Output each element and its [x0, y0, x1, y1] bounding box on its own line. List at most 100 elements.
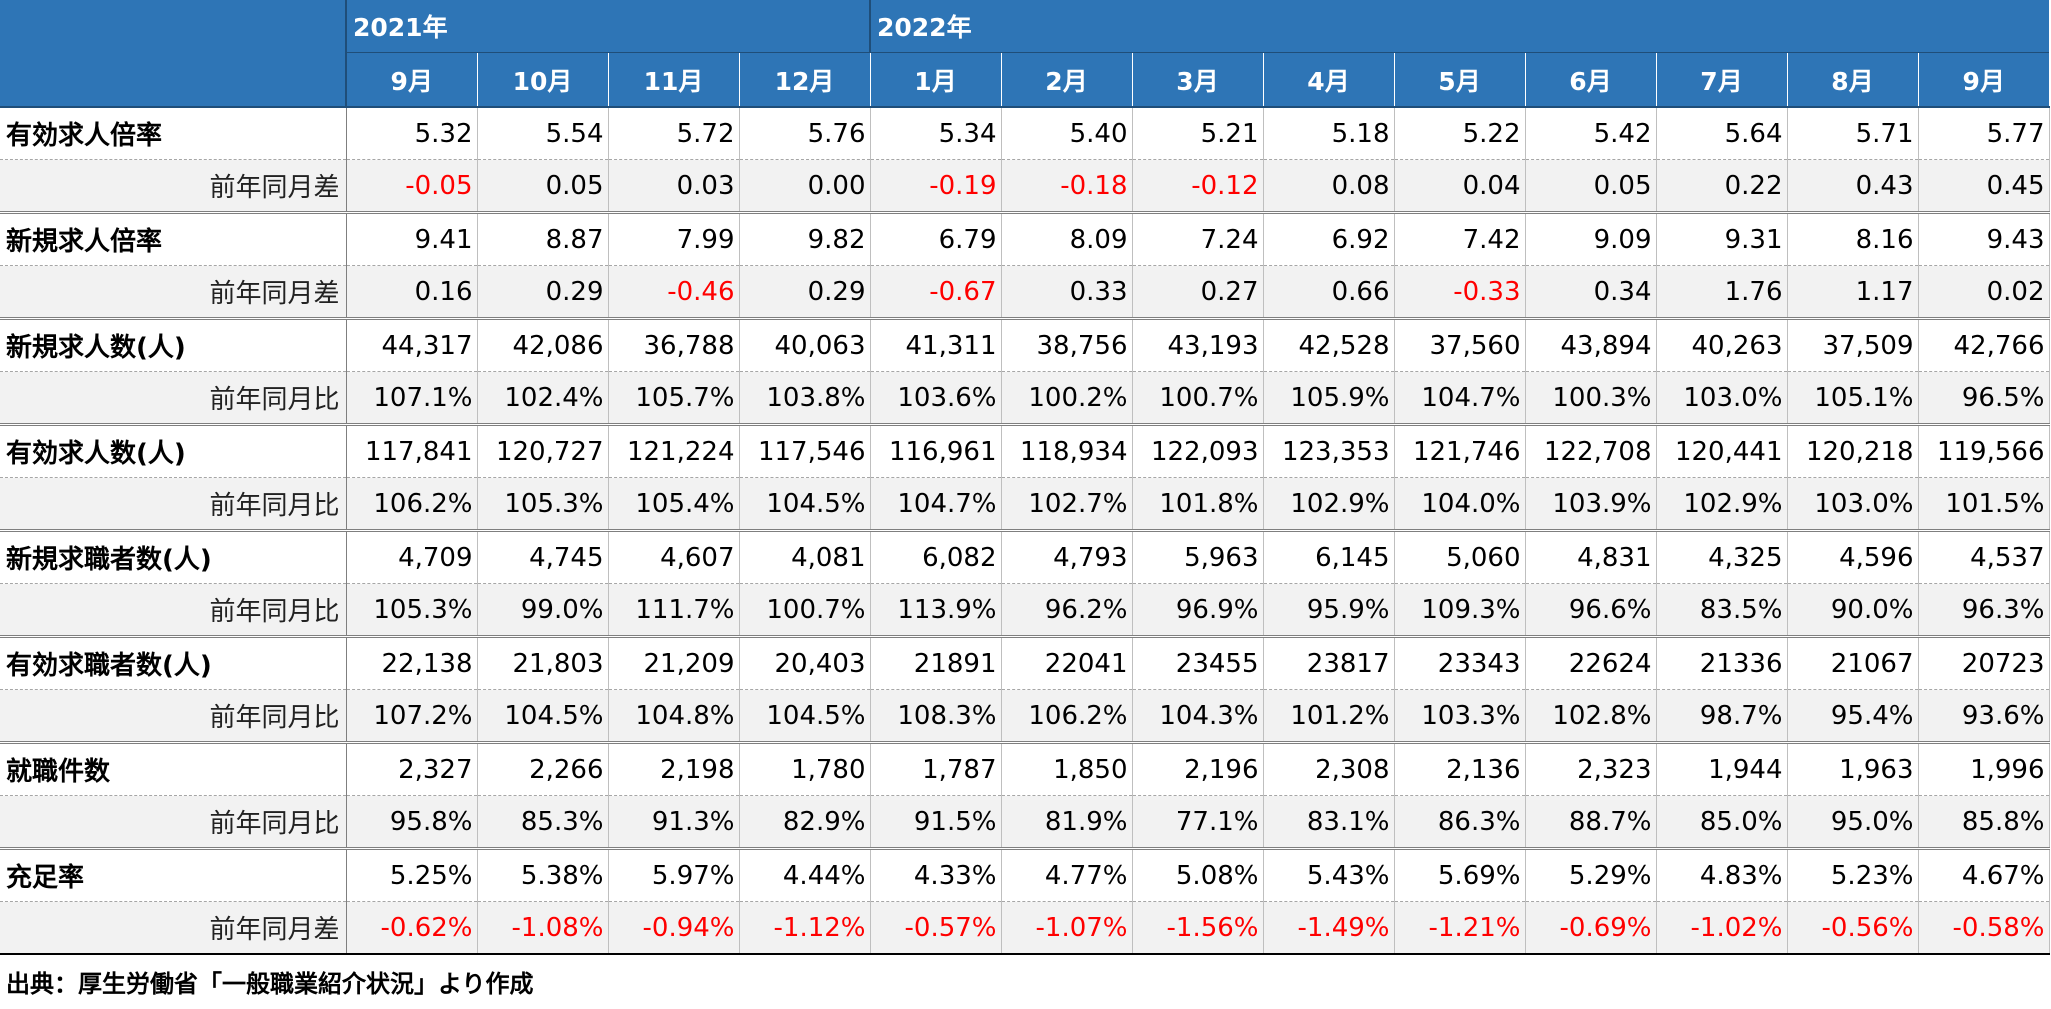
metric-value-cell: 121,746: [1394, 424, 1526, 478]
yoy-value-cell: 105.9%: [1263, 371, 1395, 426]
metric-value-cell: 5.29%: [1525, 848, 1657, 902]
yoy-value-cell: 91.3%: [608, 795, 740, 850]
metric-label: 新規求人数(人): [0, 318, 347, 372]
yoy-value-cell: -1.07%: [1001, 901, 1133, 955]
yoy-value-cell: 95.8%: [346, 795, 478, 850]
metric-value-cell: 21067: [1787, 636, 1919, 690]
yoy-value-cell: 77.1%: [1132, 795, 1264, 850]
month-header-11: 8月: [1786, 52, 1918, 108]
metric-value-cell: 5.42: [1525, 107, 1657, 160]
yoy-value-cell: -1.49%: [1263, 901, 1395, 955]
metric-value-cell: 5.97%: [608, 848, 740, 902]
yoy-value-cell: 0.08: [1263, 159, 1395, 214]
yoy-value-cell: 1.17: [1787, 265, 1919, 320]
metric-row: 新規求人倍率 9.41 8.87 7.99 9.82 6.79 8.09 7.24 6.92 7.…: [0, 212, 2050, 266]
yoy-value-cell: -0.12: [1132, 159, 1264, 214]
metric-value-cell: 120,218: [1787, 424, 1919, 478]
year-header-2021: 2021年: [345, 0, 870, 53]
yoy-value-cell: 0.29: [739, 265, 871, 320]
metric-value-cell: 4,607: [608, 530, 740, 584]
metric-value-cell: 5.25%: [346, 848, 478, 902]
yoy-value-cell: 102.9%: [1263, 477, 1395, 532]
yoy-value-cell: 104.7%: [1394, 371, 1526, 426]
yoy-row: 前年同月比 107.2% 104.5% 104.8% 104.5% 108.3% 106.2…: [0, 689, 2050, 744]
metric-value-cell: 4,081: [739, 530, 871, 584]
metric-value-cell: 41,311: [870, 318, 1002, 372]
year-header-2022: 2022年: [869, 0, 2049, 53]
yoy-value-cell: 90.0%: [1787, 583, 1919, 638]
yoy-value-cell: 102.4%: [477, 371, 609, 426]
yoy-value-cell: 100.3%: [1525, 371, 1657, 426]
metric-value-cell: 117,841: [346, 424, 478, 478]
yoy-value-cell: 0.02: [1918, 265, 2050, 320]
metric-value-cell: 36,788: [608, 318, 740, 372]
yoy-value-cell: 102.7%: [1001, 477, 1133, 532]
yoy-row: 前年同月比 106.2% 105.3% 105.4% 104.5% 104.7% 102.7…: [0, 477, 2050, 532]
yoy-value-cell: 95.0%: [1787, 795, 1919, 850]
metric-value-cell: 118,934: [1001, 424, 1133, 478]
yoy-value-cell: 104.0%: [1394, 477, 1526, 532]
metric-value-cell: 9.41: [346, 212, 478, 266]
yoy-value-cell: 91.5%: [870, 795, 1002, 850]
metric-value-cell: 22,138: [346, 636, 478, 690]
metric-value-cell: 4,831: [1525, 530, 1657, 584]
yoy-value-cell: 106.2%: [1001, 689, 1133, 744]
yoy-value-cell: 0.00: [739, 159, 871, 214]
yoy-value-cell: 104.5%: [477, 689, 609, 744]
metric-value-cell: 117,546: [739, 424, 871, 478]
yoy-value-cell: -1.02%: [1656, 901, 1788, 955]
metric-value-cell: 8.09: [1001, 212, 1133, 266]
yoy-value-cell: -1.08%: [477, 901, 609, 955]
yoy-value-cell: 83.1%: [1263, 795, 1395, 850]
metric-value-cell: 5.40: [1001, 107, 1133, 160]
yoy-value-cell: 81.9%: [1001, 795, 1133, 850]
yoy-row: 前年同月差 -0.62% -1.08% -0.94% -1.12% -0.57% -1.07…: [0, 901, 2050, 955]
metric-value-cell: 4.67%: [1918, 848, 2050, 902]
metric-value-cell: 21891: [870, 636, 1002, 690]
yoy-value-cell: 103.3%: [1394, 689, 1526, 744]
month-header-row: 9月 10月 11月 12月 1月 2月 3月 4月 5月 6月 7月 8月 9月: [0, 52, 2049, 108]
yoy-value-cell: -0.58%: [1918, 901, 2050, 955]
yoy-value-cell: 113.9%: [870, 583, 1002, 638]
metric-value-cell: 5.23%: [1787, 848, 1919, 902]
yoy-value-cell: 107.1%: [346, 371, 478, 426]
yoy-value-cell: 0.34: [1525, 265, 1657, 320]
metric-value-cell: 5.54: [477, 107, 609, 160]
yoy-value-cell: 107.2%: [346, 689, 478, 744]
metric-value-cell: 43,193: [1132, 318, 1264, 372]
yoy-value-cell: 86.3%: [1394, 795, 1526, 850]
yoy-value-cell: 105.4%: [608, 477, 740, 532]
metric-value-cell: 8.87: [477, 212, 609, 266]
yoy-value-cell: 103.0%: [1787, 477, 1919, 532]
yoy-value-cell: 96.6%: [1525, 583, 1657, 638]
yoy-value-cell: 101.8%: [1132, 477, 1264, 532]
metric-row: 充足率 5.25% 5.38% 5.97% 4.44% 4.33% 4.77% 5.08% 5.…: [0, 848, 2050, 902]
metric-value-cell: 20723: [1918, 636, 2050, 690]
metric-label: 新規求職者数(人): [0, 530, 347, 584]
metric-value-cell: 1,787: [870, 742, 1002, 796]
yoy-row: 前年同月差 -0.05 0.05 0.03 0.00 -0.19 -0.18 -0.12 0.0…: [0, 159, 2050, 214]
yoy-value-cell: 103.0%: [1656, 371, 1788, 426]
metric-value-cell: 40,263: [1656, 318, 1788, 372]
yoy-value-cell: 85.3%: [477, 795, 609, 850]
metric-value-cell: 1,996: [1918, 742, 2050, 796]
month-header-0: 9月: [345, 52, 477, 108]
metric-value-cell: 21,209: [608, 636, 740, 690]
metric-value-cell: 4,596: [1787, 530, 1919, 584]
metric-value-cell: 5.34: [870, 107, 1002, 160]
yoy-value-cell: 104.5%: [739, 689, 871, 744]
yoy-value-cell: 101.5%: [1918, 477, 2050, 532]
yoy-value-cell: -0.05: [346, 159, 478, 214]
yoy-value-cell: 103.8%: [739, 371, 871, 426]
metric-value-cell: 21336: [1656, 636, 1788, 690]
yoy-value-cell: -0.46: [608, 265, 740, 320]
yoy-value-cell: 0.22: [1656, 159, 1788, 214]
metric-value-cell: 22041: [1001, 636, 1133, 690]
yoy-value-cell: 105.1%: [1787, 371, 1919, 426]
metric-value-cell: 116,961: [870, 424, 1002, 478]
metric-row: 有効求職者数(人) 22,138 21,803 21,209 20,403 21891 22…: [0, 636, 2050, 690]
yoy-value-cell: 96.5%: [1918, 371, 2050, 426]
metric-value-cell: 42,086: [477, 318, 609, 372]
yoy-value-cell: -0.57%: [870, 901, 1002, 955]
yoy-value-cell: 100.2%: [1001, 371, 1133, 426]
